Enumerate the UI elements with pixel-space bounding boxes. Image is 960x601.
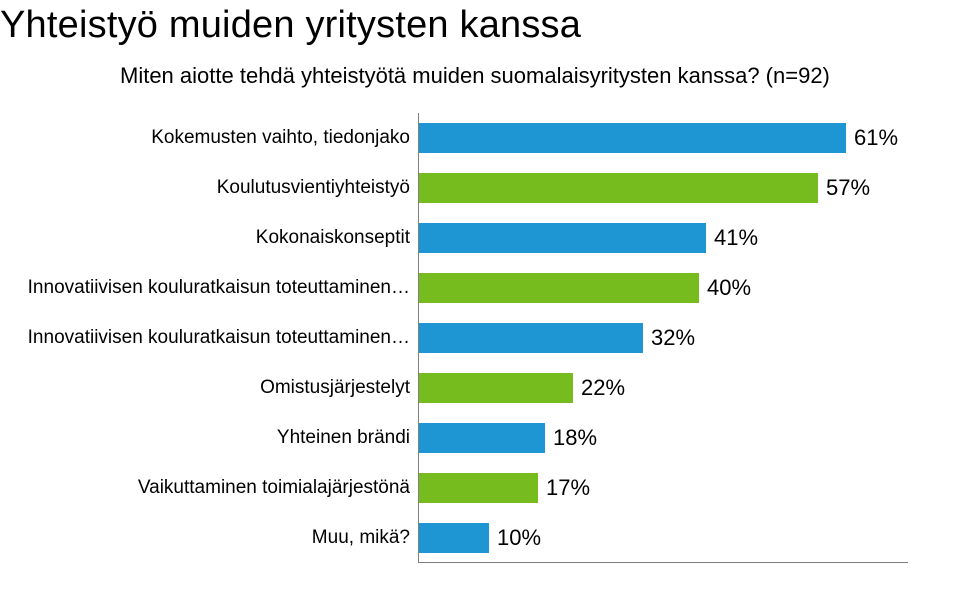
bar-label: Muu, mikä? bbox=[20, 527, 418, 549]
bar-value: 40% bbox=[707, 275, 751, 301]
bar-row: Innovatiivisen kouluratkaisun toteuttami… bbox=[20, 263, 940, 313]
bar-area: 17% bbox=[418, 463, 908, 513]
bar-row: Kokemusten vaihto, tiedonjako 61% bbox=[20, 113, 940, 163]
bar-label: Kokemusten vaihto, tiedonjako bbox=[20, 127, 418, 149]
slide-root: Yhteistyö muiden yritysten kanssa Miten … bbox=[0, 0, 960, 563]
bar-rect bbox=[419, 123, 846, 153]
bar-value: 22% bbox=[581, 375, 625, 401]
bar-rect bbox=[419, 173, 818, 203]
bar-value: 61% bbox=[854, 125, 898, 151]
bar-label: Vaikuttaminen toimialajärjestönä bbox=[20, 477, 418, 499]
bar-rect bbox=[419, 423, 545, 453]
bar-value: 57% bbox=[826, 175, 870, 201]
bar-row: Vaikuttaminen toimialajärjestönä 17% bbox=[20, 463, 940, 513]
bar-value: 41% bbox=[714, 225, 758, 251]
bar-label: Omistusjärjestelyt bbox=[20, 377, 418, 399]
bar-area: 41% bbox=[418, 213, 908, 263]
bar-value: 10% bbox=[497, 525, 541, 551]
bar-rect bbox=[419, 323, 643, 353]
bar-rect bbox=[419, 373, 573, 403]
bar-label: Koulutusvientiyhteistyö bbox=[20, 177, 418, 199]
bar-rect bbox=[419, 523, 489, 553]
bar-rect bbox=[419, 223, 706, 253]
bar-value: 17% bbox=[546, 475, 590, 501]
bar-label: Innovatiivisen kouluratkaisun toteuttami… bbox=[20, 327, 418, 349]
bar-area: 61% bbox=[418, 113, 908, 163]
bar-row: Yhteinen brändi 18% bbox=[20, 413, 940, 463]
bar-area: 22% bbox=[418, 363, 908, 413]
bar-row: Muu, mikä? 10% bbox=[20, 513, 940, 563]
bar-chart: Kokemusten vaihto, tiedonjako 61% Koulutus… bbox=[20, 113, 940, 563]
bar-label: Yhteinen brändi bbox=[20, 427, 418, 449]
x-axis-line bbox=[418, 562, 908, 563]
slide-subtitle: Miten aiotte tehdä yhteistyötä muiden su… bbox=[120, 63, 940, 89]
bar-row: Omistusjärjestelyt 22% bbox=[20, 363, 940, 413]
bar-value: 18% bbox=[553, 425, 597, 451]
chart-body: Kokemusten vaihto, tiedonjako 61% Koulutus… bbox=[20, 113, 940, 563]
bar-label: Kokonaiskonseptit bbox=[20, 227, 418, 249]
bar-rect bbox=[419, 273, 699, 303]
bar-area: 57% bbox=[418, 163, 908, 213]
bar-area: 40% bbox=[418, 263, 908, 313]
bar-row: Kokonaiskonseptit 41% bbox=[20, 213, 940, 263]
bar-value: 32% bbox=[651, 325, 695, 351]
bar-area: 10% bbox=[418, 513, 908, 563]
bar-area: 18% bbox=[418, 413, 908, 463]
slide-title: Yhteistyö muiden yritysten kanssa bbox=[0, 4, 940, 47]
bar-label: Innovatiivisen kouluratkaisun toteuttami… bbox=[20, 277, 418, 299]
bar-row: Innovatiivisen kouluratkaisun toteuttami… bbox=[20, 313, 940, 363]
bar-area: 32% bbox=[418, 313, 908, 363]
bar-row: Koulutusvientiyhteistyö 57% bbox=[20, 163, 940, 213]
bar-rect bbox=[419, 473, 538, 503]
